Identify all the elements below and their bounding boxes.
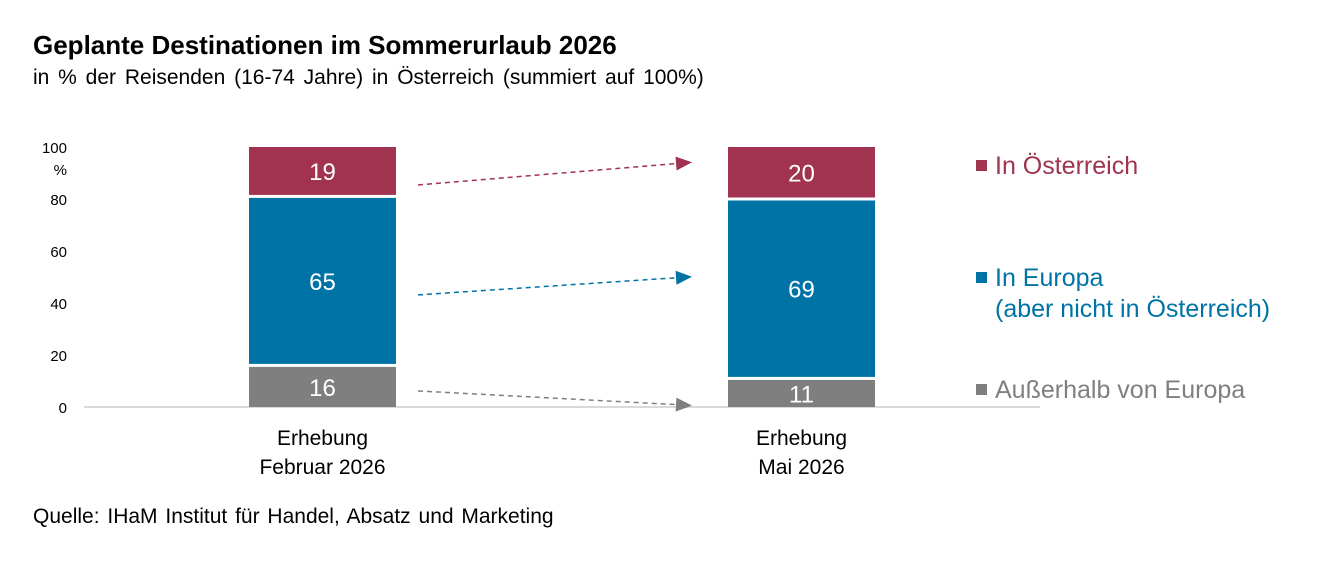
bar-segment [249,197,396,364]
chart-subtitle: in % der Reisenden (16-74 Jahre) in Öste… [33,66,704,89]
trend-arrow-head [675,397,692,412]
trend-arrow-line [417,390,677,406]
bar-segment [728,379,875,407]
chart-title: Geplante Destinationen im Sommerurlaub 2… [33,30,617,60]
data-label: 11 [789,381,814,408]
trend-arrow-head [675,156,692,171]
y-tick-label: 80 [50,192,67,209]
data-label: 19 [309,159,336,186]
y-unit-label: % [54,162,67,179]
x-category-label: Februar 2026 [259,456,385,479]
chart-source: Quelle: IHaM Institut für Handel, Absatz… [33,505,554,528]
legend-label: In Österreich [995,152,1138,180]
trend-arrow-head [675,270,692,285]
legend-swatch [976,272,987,283]
y-tick-label: 100 [42,140,67,157]
legend-label: (aber nicht in Österreich) [995,295,1270,323]
legend-swatch [976,160,987,171]
y-tick-label: 20 [50,348,67,365]
trend-arrow-line [417,277,677,296]
data-label: 69 [788,277,815,304]
x-category-label: Erhebung [756,427,847,450]
x-category-label: Erhebung [277,427,368,450]
bar-segment [249,366,396,407]
y-tick-label: 0 [59,400,67,417]
trend-arrow-line [417,162,677,186]
bar-segment [728,147,875,198]
bar-segment [728,200,875,377]
legend-label: Außerhalb von Europa [995,376,1245,404]
data-label: 65 [309,269,336,296]
legend-label: In Europa [995,264,1104,292]
data-label: 16 [309,375,336,402]
data-label: 20 [788,160,815,187]
y-tick-label: 60 [50,244,67,261]
bar-segment [249,147,396,195]
x-category-label: Mai 2026 [758,456,844,479]
y-tick-label: 40 [50,296,67,313]
legend-swatch [976,384,987,395]
